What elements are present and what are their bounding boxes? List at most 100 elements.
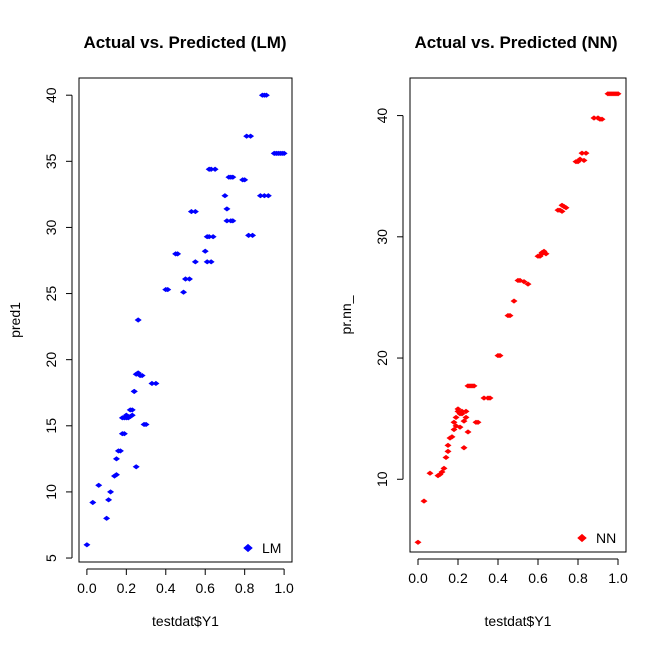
panel-1-data-point xyxy=(89,499,97,506)
panel-2-data-point xyxy=(456,424,464,430)
panel-2-data-point xyxy=(496,353,504,359)
panel-1-chart: Actual vs. Predicted (LM) 0.0 0.2 0.4 0.6 0.8… xyxy=(7,33,294,629)
panel-2-y-tick-label: 20 xyxy=(374,350,390,366)
panel-1-legend-label: LM xyxy=(262,540,281,556)
panel-1-data-point xyxy=(152,380,160,387)
panel-2-data-point xyxy=(450,426,458,433)
panel-1-data-point xyxy=(207,259,215,265)
panel-2-data-point xyxy=(420,498,428,504)
panel-1-data-point xyxy=(95,482,103,488)
panel-1-data-point xyxy=(83,542,91,548)
panel-2-data-point xyxy=(614,91,622,97)
panel-1-data-point xyxy=(116,448,124,454)
panel-2-data-point xyxy=(460,445,468,451)
panel-1-y-tick-label: 10 xyxy=(43,484,59,500)
panel-2-x-tick-label: 0.0 xyxy=(408,570,428,586)
panel-1-data-point xyxy=(164,287,172,293)
panel-2-data-point xyxy=(598,116,606,122)
panel-2-data-point xyxy=(562,205,570,211)
panel-2-y-tick-label: 40 xyxy=(374,108,390,124)
panel-2-data-point xyxy=(438,469,446,475)
panel-1-data-point xyxy=(185,276,193,282)
panel-2-data-point xyxy=(520,279,528,285)
panel-1-y-tick-label: 20 xyxy=(43,352,59,368)
panel-1-data-point xyxy=(132,464,140,470)
panel-2-y-tick-label: 10 xyxy=(374,471,390,487)
panel-1-data-point xyxy=(221,193,229,199)
panel-2-data-point xyxy=(542,251,550,257)
panel-2-data-point xyxy=(506,313,514,319)
panel-2-data-point xyxy=(452,414,460,421)
panel-1-y-tick-label: 35 xyxy=(43,153,59,169)
panel-1-legend-marker xyxy=(243,543,253,553)
panel-2-data-point xyxy=(462,408,470,414)
panel-1-title: Actual vs. Predicted (LM) xyxy=(83,33,286,52)
panel-1-x-axis-title: testdat$Y1 xyxy=(152,613,219,629)
panel-2-x-tick-label: 0.2 xyxy=(448,570,468,586)
panel-1-data-point xyxy=(211,166,219,172)
panel-2-data-point xyxy=(510,298,518,304)
panel-1-data-point xyxy=(191,259,199,265)
panel-1-data-point xyxy=(201,248,209,254)
panel-1-y-axis-title: pred1 xyxy=(7,302,23,338)
panel-2-data-point xyxy=(440,465,448,471)
panel-1-data-point xyxy=(229,218,237,224)
panel-1-data-point xyxy=(134,317,142,323)
panel-1-data-point xyxy=(134,370,142,376)
panel-2-x-tick-label: 1.0 xyxy=(608,570,628,586)
panel-1-data-point xyxy=(128,407,136,413)
panel-2-data-point xyxy=(436,471,444,477)
panel-1-data-point xyxy=(142,421,150,428)
panel-1-data-point xyxy=(209,234,217,240)
panel-2-y-axis-title: pr.nn_ xyxy=(338,295,354,334)
panel-1-x-tick-label: 0.6 xyxy=(195,580,215,596)
panel-1-x-tick-label: 0.0 xyxy=(77,580,97,596)
panel-1-data-point xyxy=(138,372,146,379)
panel-2-data-point xyxy=(454,406,462,412)
panel-1-plot-frame xyxy=(78,77,293,563)
panel-2-data-point xyxy=(450,419,458,425)
panel-1-data-point xyxy=(112,456,120,462)
panel-1-data-point xyxy=(264,193,272,199)
panel-2-x-tick-label: 0.4 xyxy=(488,570,508,586)
panel-2-legend-label: NN xyxy=(596,530,616,546)
panel-2-y-tick-label: 30 xyxy=(374,229,390,245)
panel-2-data-point xyxy=(474,419,482,425)
panel-1-data-point xyxy=(105,497,113,503)
panel-2-data-point xyxy=(444,448,452,454)
panel-2-x-axis-title: testdat$Y1 xyxy=(485,613,552,629)
panel-2-x-tick-label: 0.6 xyxy=(528,570,548,586)
panel-1-data-point xyxy=(249,232,257,238)
panel-2-data-point xyxy=(458,411,466,417)
panel-2-data-point xyxy=(462,414,470,421)
panel-1-x-tick-label: 0.4 xyxy=(156,580,176,596)
panel-2-data-point xyxy=(444,442,452,448)
panel-1-y-tick-label: 30 xyxy=(43,219,59,235)
panel-1-data-point xyxy=(241,177,249,183)
panel-1-y-tick-label: 15 xyxy=(43,418,59,434)
panel-1-data-point xyxy=(107,489,115,495)
panel-2-data-point xyxy=(580,157,588,164)
panel-2-x-tick-label: 0.8 xyxy=(568,570,588,586)
panel-2-data-point xyxy=(464,429,472,435)
panel-1-x-tick-label: 0.2 xyxy=(117,580,137,596)
panel-1-y-tick-label: 5 xyxy=(43,554,59,562)
panel-1-data-point xyxy=(223,206,231,212)
panel-2-data-point xyxy=(524,281,532,287)
panel-2-data-point xyxy=(426,470,434,476)
panel-1-data-point xyxy=(128,412,136,418)
panel-1-data-point xyxy=(112,472,120,478)
panel-1-y-tick-label: 25 xyxy=(43,286,59,302)
panel-1-data-point xyxy=(103,515,111,521)
panel-1-data-point xyxy=(247,133,255,139)
panel-2-data-point xyxy=(470,383,478,389)
panel-2-data-point xyxy=(558,208,566,214)
panel-1-data-point xyxy=(191,208,199,215)
panel-2-data-point xyxy=(448,434,456,440)
panel-1-data-point xyxy=(174,251,182,257)
panel-2-data-point xyxy=(460,418,468,424)
panel-1-x-tick-label: 0.8 xyxy=(235,580,255,596)
panel-1-data-point xyxy=(180,289,188,295)
panel-2-data-point xyxy=(582,150,590,156)
panel-1-data-point xyxy=(229,174,237,180)
